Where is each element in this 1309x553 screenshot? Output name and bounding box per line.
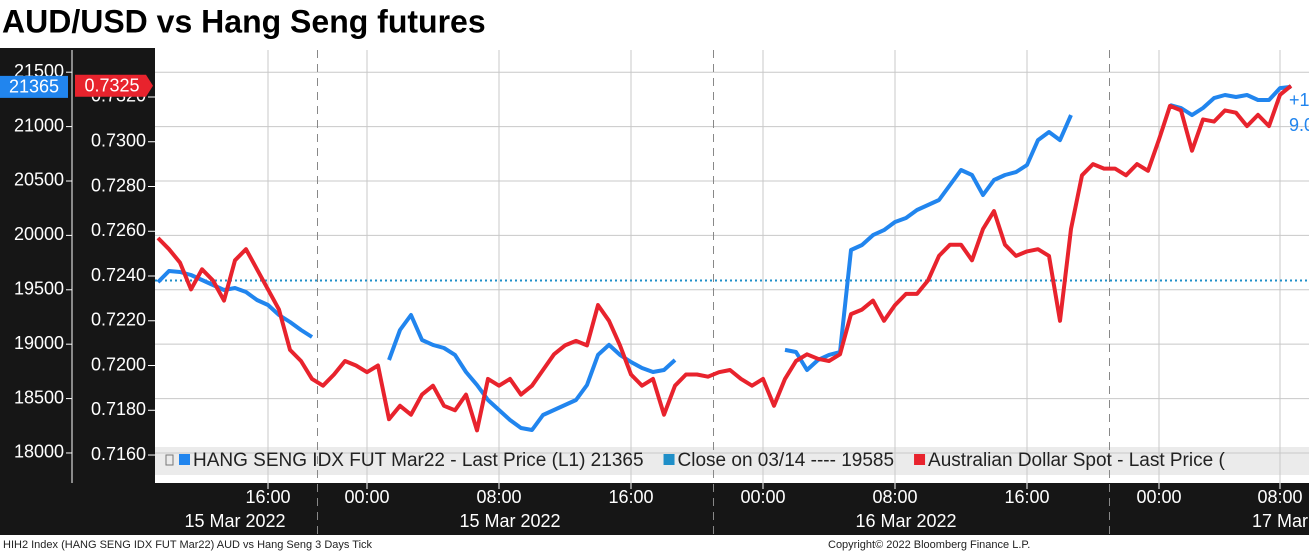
y2-tick-label: 0.7260	[91, 220, 146, 240]
x-tick-label: 08:00	[1257, 487, 1302, 507]
x-tick-label: 00:00	[740, 487, 785, 507]
footer-right: Copyright© 2022 Bloomberg Finance L.P.	[828, 539, 1030, 551]
legend-swatch	[914, 454, 926, 465]
legend-icon	[165, 454, 174, 466]
y-tick-label: 19500	[14, 279, 64, 299]
y-tick-label: 21000	[14, 115, 64, 135]
x-tick-label: 00:00	[344, 487, 389, 507]
y2-tick-label: 0.7280	[91, 175, 146, 195]
footer-left: HIH2 Index (HANG SENG IDX FUT Mar22) AUD…	[3, 539, 373, 551]
x-tick-label: 16:00	[1004, 487, 1049, 507]
x-axis-panel	[155, 483, 1309, 535]
y-tick-label: 20000	[14, 224, 64, 244]
y2-tick-label: 0.7200	[91, 354, 146, 374]
legend-swatch	[179, 454, 190, 465]
legend-label: Australian Dollar Spot - Last Price (	[928, 450, 1225, 471]
legend-band	[155, 447, 1309, 475]
y-tick-label: 18000	[14, 442, 64, 462]
legend-label: Close on 03/14 ---- 19585	[678, 450, 895, 471]
y-tick-label: 18500	[14, 387, 64, 407]
last-value-label: 21365	[9, 77, 59, 97]
last-value-label: 0.7325	[84, 76, 139, 96]
x-date-label: 17 Mar	[1252, 511, 1308, 531]
x-date-label: 15 Mar 2022	[184, 511, 285, 531]
x-tick-label: 16:00	[608, 487, 653, 507]
y2-tick-label: 0.7220	[91, 310, 146, 330]
y2-tick-label: 0.7240	[91, 265, 146, 285]
y-tick-label: 19000	[14, 333, 64, 353]
legend-label: HANG SENG IDX FUT Mar22 - Last Price (L1…	[193, 450, 644, 471]
last-value-badge	[75, 74, 153, 97]
legend-swatch	[663, 454, 675, 465]
last-value-badge	[0, 75, 68, 98]
series-line	[156, 84, 1292, 432]
x-tick-label: 08:00	[476, 487, 521, 507]
annotation: +1	[1289, 90, 1309, 110]
x-date-label: 16 Mar 2022	[855, 511, 956, 531]
y2-tick-label: 0.7160	[91, 444, 146, 464]
y2-tick-label: 0.7300	[91, 130, 146, 150]
chart-title: AUD/USD vs Hang Seng futures	[2, 3, 486, 39]
y2-tick-label: 0.7180	[91, 399, 146, 419]
x-tick-label: 00:00	[1136, 487, 1181, 507]
x-date-label: 15 Mar 2022	[459, 511, 560, 531]
series-line	[156, 84, 1293, 433]
y-tick-label: 20500	[14, 170, 64, 190]
x-tick-label: 16:00	[245, 487, 290, 507]
y-axis-panel	[0, 48, 155, 535]
annotation: 9.0	[1289, 115, 1309, 135]
x-tick-label: 08:00	[872, 487, 917, 507]
